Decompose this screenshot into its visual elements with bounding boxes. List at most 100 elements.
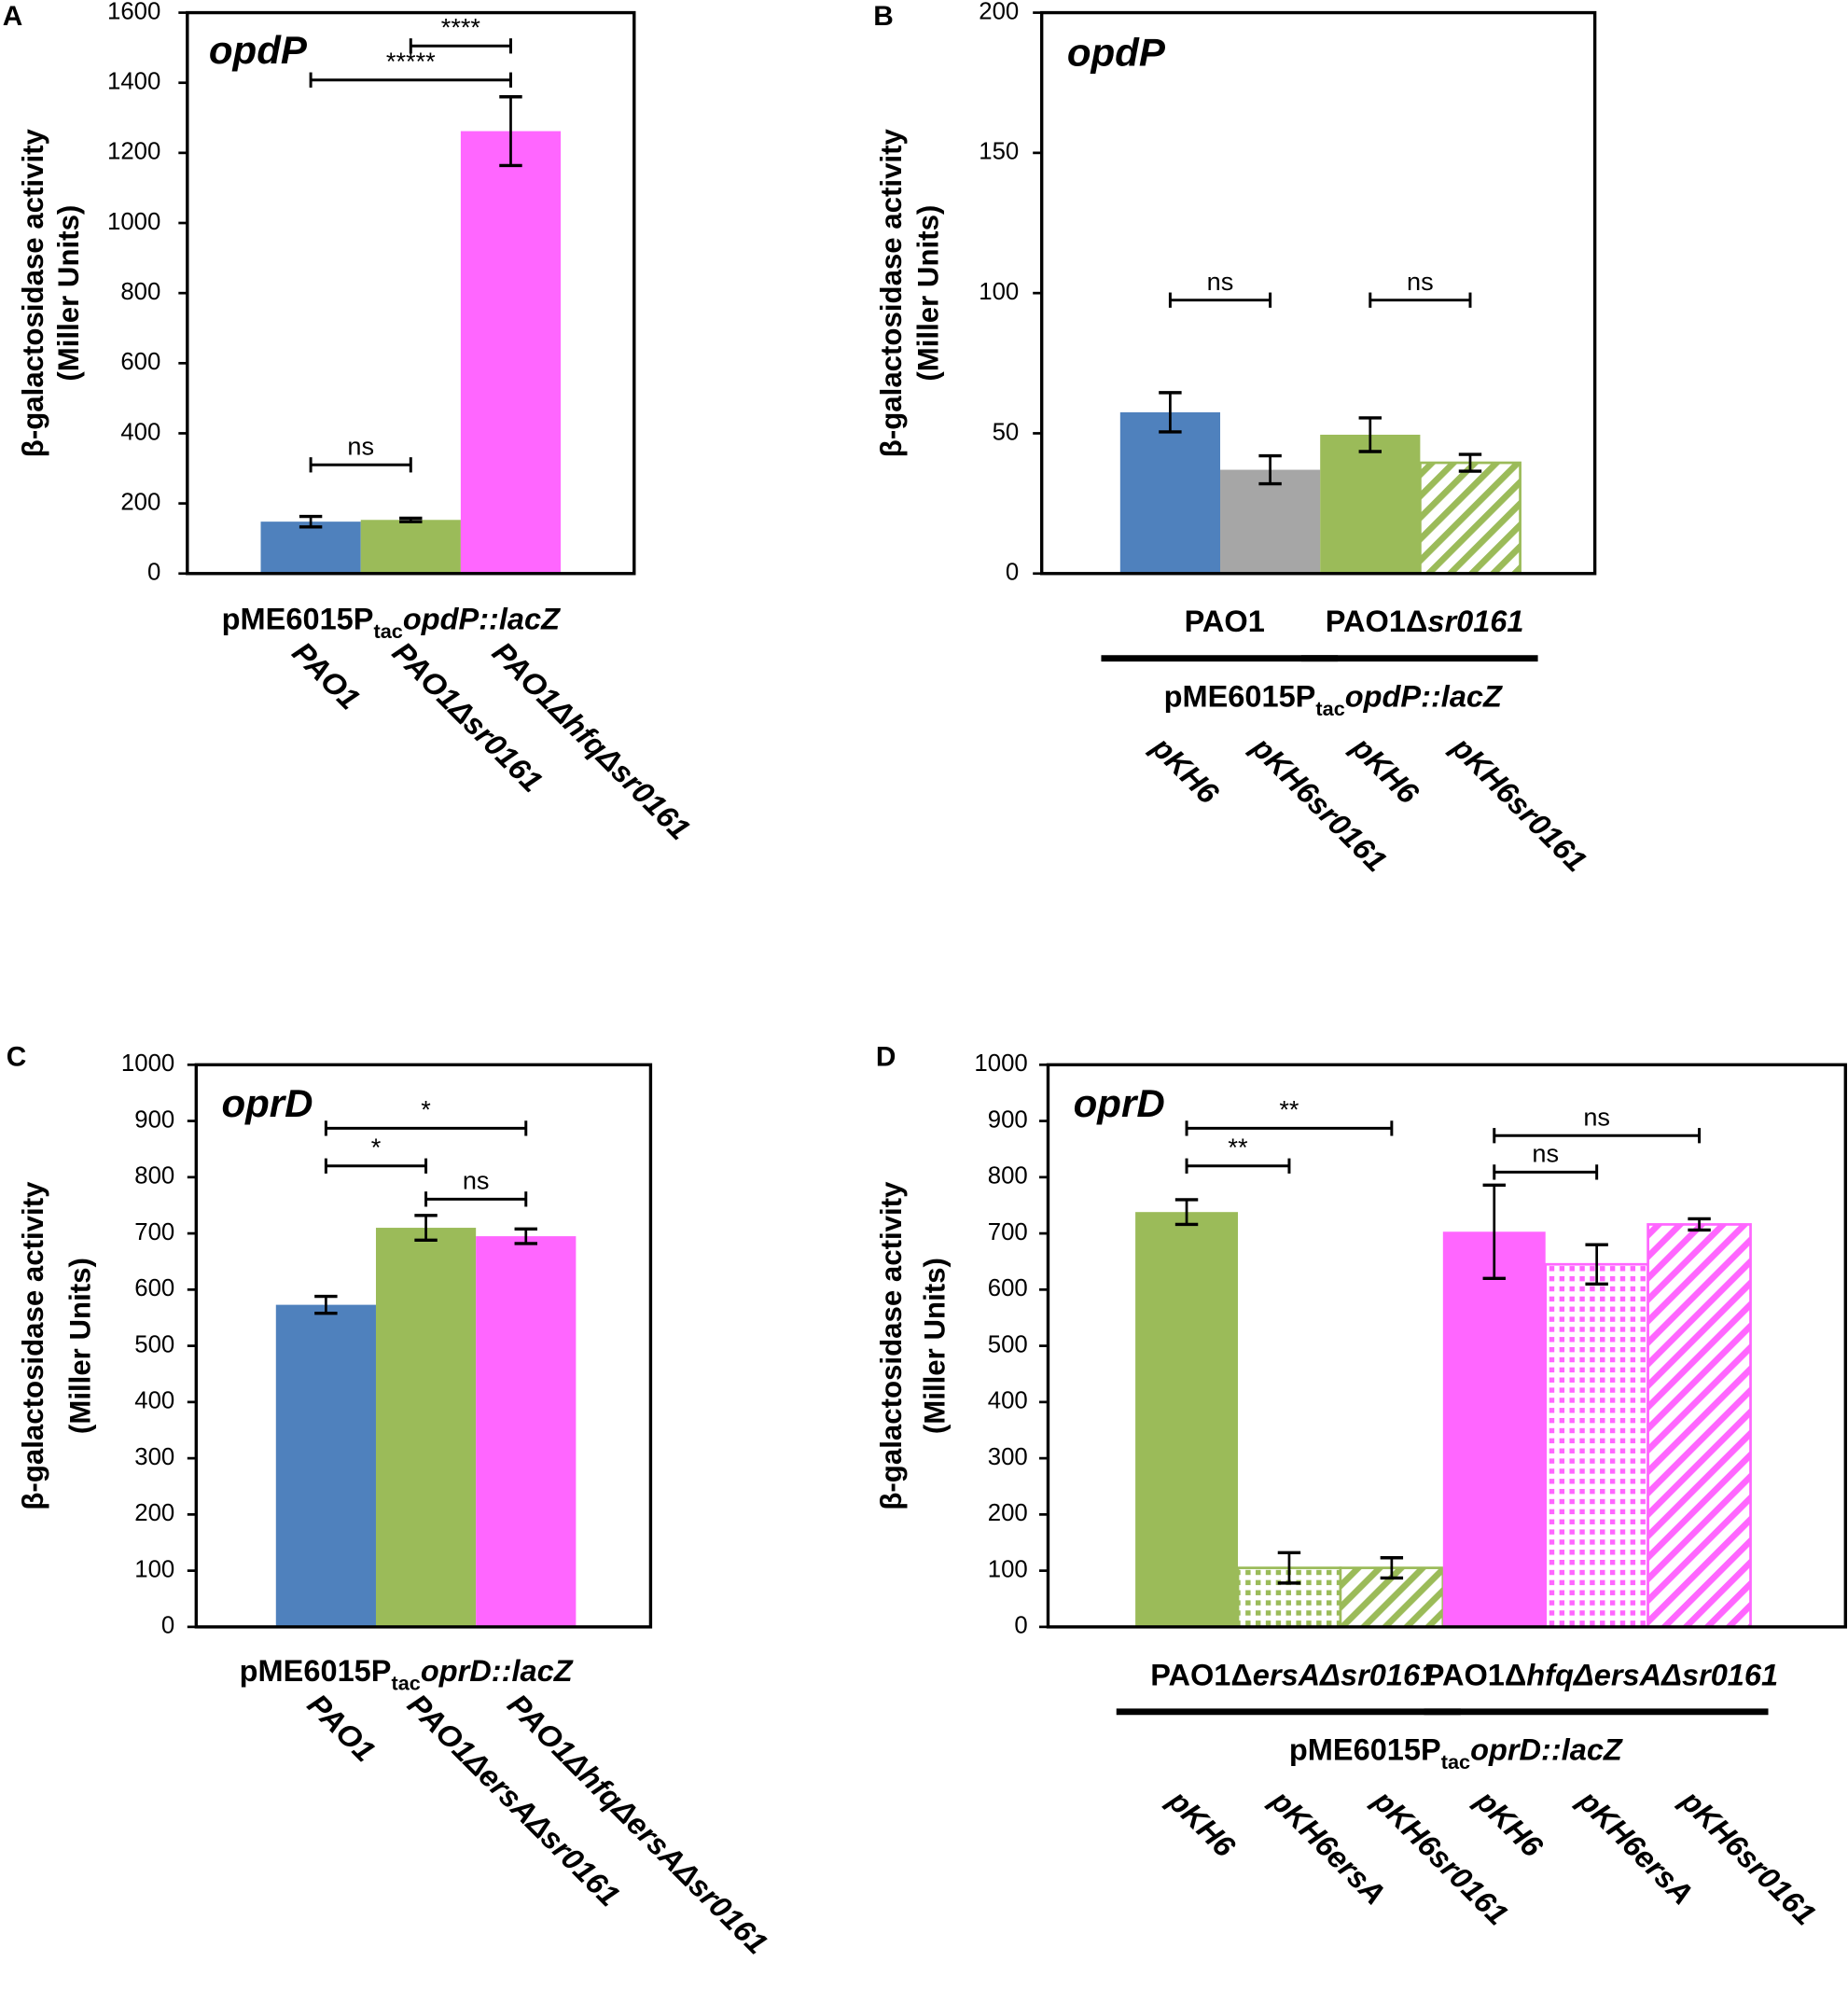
y-tick-label: 700 <box>988 1219 1028 1245</box>
y-tick-label: 0 <box>1006 560 1019 586</box>
y-axis-title: (Miller Units) <box>912 205 945 382</box>
y-tick-label: 1600 <box>107 0 160 24</box>
category-label: pKH6 <box>1344 730 1425 811</box>
bar <box>460 131 562 574</box>
y-axis-title: (Miller Units) <box>52 205 85 382</box>
gene-label: opdP <box>1067 31 1166 75</box>
bar <box>375 1228 477 1627</box>
significance-label: * <box>371 1133 382 1161</box>
y-tick-label: 900 <box>134 1106 174 1133</box>
construct-prefix: pME6015P <box>222 602 374 635</box>
panel-c: Cβ-galactosidase activity (Miller Units) 0… <box>7 1042 774 1961</box>
y-tick-label: 700 <box>134 1219 174 1245</box>
y-tick-label: 50 <box>993 419 1020 445</box>
category-label: PAO1ΔhfqΔsr0161 <box>486 635 697 846</box>
group-label: PAO1Δsr0161 <box>1326 605 1524 638</box>
category-label: PAO1 <box>285 635 366 716</box>
category-label: pKH6 <box>1145 730 1226 811</box>
category-label: pKH6sr0161 <box>1445 730 1593 878</box>
significance-label: ns <box>463 1165 490 1194</box>
category-label: pKH6sr0161 <box>1674 1783 1822 1931</box>
bar <box>1442 1231 1546 1627</box>
gene-label: oprD <box>221 1081 313 1125</box>
y-tick-label: 200 <box>120 489 160 515</box>
bar <box>1135 1212 1238 1627</box>
y-tick-label: 200 <box>134 1500 174 1526</box>
y-tick-label: 800 <box>134 1163 174 1189</box>
panel-letter: C <box>7 1042 27 1073</box>
significance-label: ** <box>1228 1133 1248 1161</box>
significance-label: ns <box>1207 267 1234 296</box>
construct-subscript: tac <box>1315 697 1344 720</box>
construct-label: pME6015PtacopdP::lacZ <box>1164 679 1503 720</box>
plot-frame <box>186 10 636 576</box>
group-label-italic: ersAΔsr0161 <box>1253 1658 1437 1691</box>
bar <box>1320 434 1421 574</box>
y-tick-label: 1200 <box>107 139 160 165</box>
y-tick-label: 1000 <box>121 1050 174 1077</box>
y-tick-label: 300 <box>988 1444 1028 1470</box>
y-tick-label: 500 <box>134 1331 174 1357</box>
construct-prefix: pME6015P <box>1164 679 1316 713</box>
y-tick-label: 200 <box>979 0 1019 24</box>
group-label: PAO1ΔersAΔsr0161 <box>1150 1658 1437 1691</box>
panel-letter: B <box>873 1 894 32</box>
construct-gene: opdP::lacZ <box>1345 679 1503 713</box>
construct-label: pME6015PtacoprD::lacZ <box>1289 1732 1623 1773</box>
significance-label: ns <box>1532 1139 1559 1168</box>
category-label: pKH6 <box>1161 1783 1243 1864</box>
y-tick-label: 150 <box>979 139 1019 165</box>
significance-label: * <box>421 1095 431 1124</box>
significance-label: ns <box>347 431 374 460</box>
bar <box>1647 1223 1752 1629</box>
construct-gene: oprD::lacZ <box>421 1654 574 1688</box>
construct-prefix: pME6015P <box>240 1654 392 1688</box>
y-tick-label: 400 <box>120 419 160 445</box>
y-tick-label: 1000 <box>107 209 160 235</box>
y-tick-label: 800 <box>120 279 160 305</box>
y-tick-label: 900 <box>988 1106 1028 1133</box>
y-tick-label: 600 <box>134 1275 174 1301</box>
y-tick-label: 100 <box>988 1556 1028 1582</box>
construct-prefix: pME6015P <box>1289 1732 1441 1766</box>
group-label: PAO1ΔhfqΔersAΔsr0161 <box>1424 1658 1778 1691</box>
bar <box>1220 469 1321 574</box>
group-label-part: PAO1Δ <box>1326 605 1428 638</box>
construct-gene: oprD::lacZ <box>1470 1732 1623 1766</box>
y-tick-label: 600 <box>120 349 160 375</box>
y-axis-title: (Miller Units) <box>63 1258 96 1434</box>
bar <box>1119 411 1221 574</box>
gene-label: oprD <box>1074 1081 1165 1125</box>
panel-a: Aβ-galactosidase activity (Miller Units) 0… <box>3 0 697 846</box>
bar <box>476 1236 577 1627</box>
bar <box>360 520 461 574</box>
group-label-part: PAO1 <box>1185 605 1265 638</box>
y-tick-label: 200 <box>988 1500 1028 1526</box>
y-tick-label: 100 <box>134 1556 174 1582</box>
bar <box>260 522 361 574</box>
group-label: PAO1 <box>1185 605 1265 638</box>
y-tick-label: 600 <box>988 1275 1028 1301</box>
significance-label: ** <box>1279 1095 1299 1124</box>
bar <box>275 1304 376 1627</box>
gene-label: opdP <box>209 28 308 72</box>
panel-letter: D <box>876 1042 896 1073</box>
y-axis-title: β-galactosidase activity <box>875 128 908 457</box>
construct-subscript: tac <box>391 1672 420 1695</box>
y-tick-label: 1400 <box>107 69 160 95</box>
group-label-part: PAO1Δ <box>1424 1658 1527 1691</box>
y-tick-label: 1000 <box>974 1050 1027 1077</box>
y-tick-label: 300 <box>134 1444 174 1470</box>
group-label-part: PAO1Δ <box>1150 1658 1253 1691</box>
y-axis-title: (Miller Units) <box>918 1258 951 1434</box>
y-axis-title: β-galactosidase activity <box>17 128 49 457</box>
y-tick-label: 0 <box>147 560 160 586</box>
construct-gene: opdP::lacZ <box>403 602 561 635</box>
y-tick-label: 100 <box>979 279 1019 305</box>
y-axis-title: β-galactosidase activity <box>875 1181 908 1510</box>
significance-label: ns <box>1407 267 1434 296</box>
significance-label: ns <box>1583 1102 1610 1131</box>
y-tick-label: 0 <box>1014 1613 1027 1639</box>
y-tick-label: 0 <box>161 1613 174 1639</box>
construct-subscript: tac <box>374 619 403 643</box>
